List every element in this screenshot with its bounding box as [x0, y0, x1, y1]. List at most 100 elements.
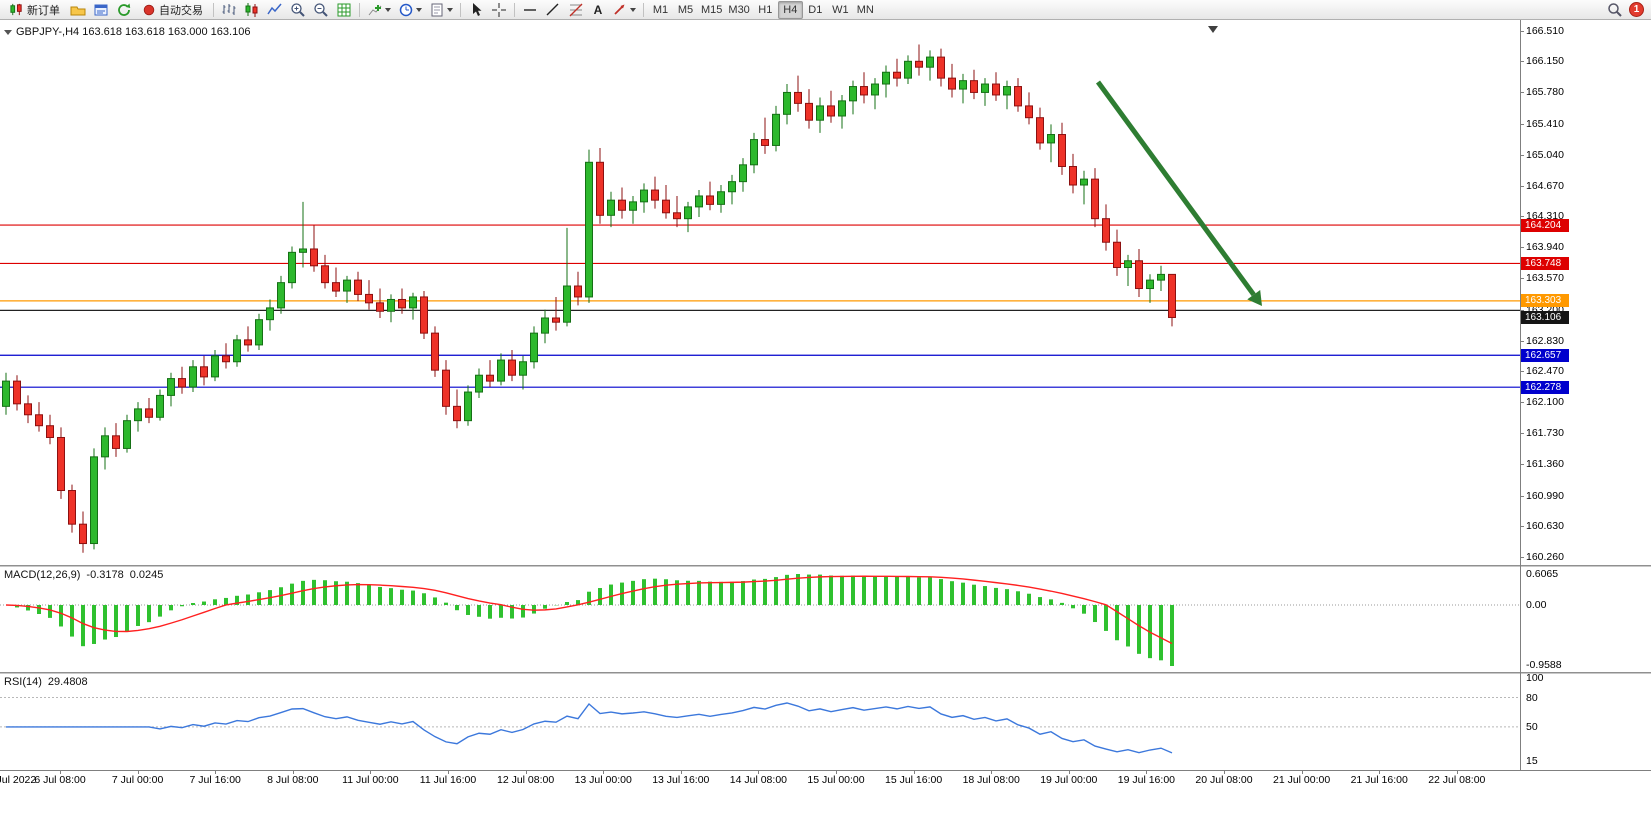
auto-trading-button[interactable]: 自动交易	[136, 1, 209, 19]
time-axis-label: 7 Jul 00:00	[111, 774, 164, 786]
candle	[24, 395, 32, 424]
candle	[882, 65, 890, 98]
candle	[57, 427, 65, 499]
candle	[409, 292, 417, 320]
candle	[211, 349, 219, 382]
timeframe-button-m5[interactable]: M5	[677, 3, 694, 16]
rsi-canvas[interactable]	[0, 674, 1520, 770]
timeframe-button-m30[interactable]: M30	[728, 3, 750, 16]
price-axis-label: 160.260	[1526, 551, 1564, 563]
zoom-in-button[interactable]	[287, 1, 309, 19]
price-axis-border	[1520, 20, 1521, 770]
time-tick	[525, 770, 527, 774]
timeframe-button-h4[interactable]: H4	[777, 0, 803, 19]
candle	[365, 280, 373, 310]
candle	[761, 117, 769, 154]
candle	[552, 296, 560, 331]
refresh-button[interactable]	[113, 1, 135, 19]
time-tick	[448, 770, 449, 774]
time-axis-border	[0, 770, 1651, 771]
notification-badge[interactable]: 1	[1629, 2, 1644, 17]
candle	[640, 183, 648, 213]
zoom-out-button[interactable]	[310, 1, 332, 19]
candle	[981, 78, 989, 106]
timeframe-button-m15[interactable]: M15	[701, 3, 723, 16]
timeframe-button-w1[interactable]: W1	[832, 3, 849, 16]
trendline-icon	[546, 3, 559, 15]
time-tick	[836, 770, 837, 774]
profiles-button[interactable]	[67, 1, 89, 19]
candle	[145, 397, 153, 424]
horizontal-line-button[interactable]	[519, 1, 541, 19]
fibonacci-button[interactable]	[565, 1, 587, 19]
toolbar-separator	[643, 2, 644, 17]
price-axis-label: 162.830	[1526, 334, 1564, 347]
arrows-tool-button[interactable]	[609, 1, 639, 19]
chart-title: GBPJPY-,H4 163.618 163.618 163.000 163.1…	[4, 26, 250, 38]
candlestick-chart-button[interactable]	[241, 1, 263, 19]
templates-button[interactable]	[426, 1, 456, 19]
candle	[1058, 122, 1066, 175]
crosshair-button[interactable]	[488, 1, 510, 19]
time-tick	[1301, 770, 1303, 774]
price-axis-label: 162.100	[1526, 396, 1564, 409]
refresh-icon	[118, 3, 131, 16]
time-axis-label: 20 Jul 08:00	[1195, 774, 1253, 786]
candle	[893, 58, 901, 87]
candle	[728, 174, 736, 205]
market-watch-button[interactable]	[90, 1, 112, 19]
pane-splitter[interactable]	[0, 672, 1651, 674]
indicators-icon	[368, 4, 382, 15]
candle	[739, 158, 747, 192]
bar-chart-button[interactable]	[218, 1, 240, 19]
rsi-value: 29.4808	[47, 676, 88, 688]
time-axis-label: 13 Jul 16:00	[652, 774, 710, 786]
price-axis-label: 165.780	[1526, 86, 1564, 99]
cursor-button[interactable]	[465, 1, 487, 19]
candle	[387, 294, 395, 323]
chart-shift-marker[interactable]	[1208, 26, 1218, 33]
line-chart-button[interactable]	[264, 1, 286, 19]
candle	[1135, 248, 1143, 297]
price-tick	[1520, 525, 1524, 527]
clock-icon	[399, 3, 413, 16]
cursor-icon	[473, 2, 482, 16]
horizontal-line-icon	[524, 8, 536, 11]
periods-button[interactable]	[395, 1, 425, 19]
price-axis-label: 165.410	[1526, 117, 1564, 130]
search-icon[interactable]	[1607, 2, 1623, 18]
timeframe-button-m1[interactable]: M1	[652, 3, 669, 16]
candle	[222, 343, 230, 369]
trendline-button[interactable]	[542, 1, 564, 19]
candle	[233, 334, 241, 367]
timeframe-button-mn[interactable]: MN	[856, 3, 874, 16]
candle	[1124, 254, 1132, 287]
crosshair-icon	[492, 2, 506, 17]
time-tick	[370, 770, 372, 774]
price-axis-label: 160.990	[1526, 489, 1564, 502]
bar-chart-icon	[222, 3, 236, 15]
chevron-down-icon	[630, 7, 636, 12]
candle	[717, 185, 725, 213]
price-tick	[1520, 464, 1524, 466]
candle	[519, 355, 527, 390]
timeframe-button-d1[interactable]: D1	[808, 3, 823, 16]
indicators-button[interactable]	[364, 1, 394, 19]
candle	[783, 84, 791, 125]
pane-splitter[interactable]	[0, 565, 1651, 567]
level-price-tag: 164.204	[1521, 218, 1569, 232]
text-tool-button[interactable]: A	[588, 1, 608, 19]
macd-canvas[interactable]	[0, 567, 1520, 672]
candle	[1036, 107, 1044, 150]
trend-arrow[interactable]	[1095, 80, 1262, 306]
candle	[189, 360, 197, 393]
time-axis-label: 15 Jul 00:00	[807, 774, 865, 786]
timeframe-button-h1[interactable]: H1	[758, 3, 773, 16]
main-chart-canvas[interactable]	[0, 20, 1520, 565]
candle	[299, 201, 307, 268]
grid-button[interactable]	[333, 1, 355, 19]
chevron-down-icon	[416, 7, 422, 12]
candle	[541, 309, 549, 344]
new-order-button[interactable]: 新订单	[3, 1, 66, 19]
chart-menu-icon[interactable]	[4, 29, 12, 35]
